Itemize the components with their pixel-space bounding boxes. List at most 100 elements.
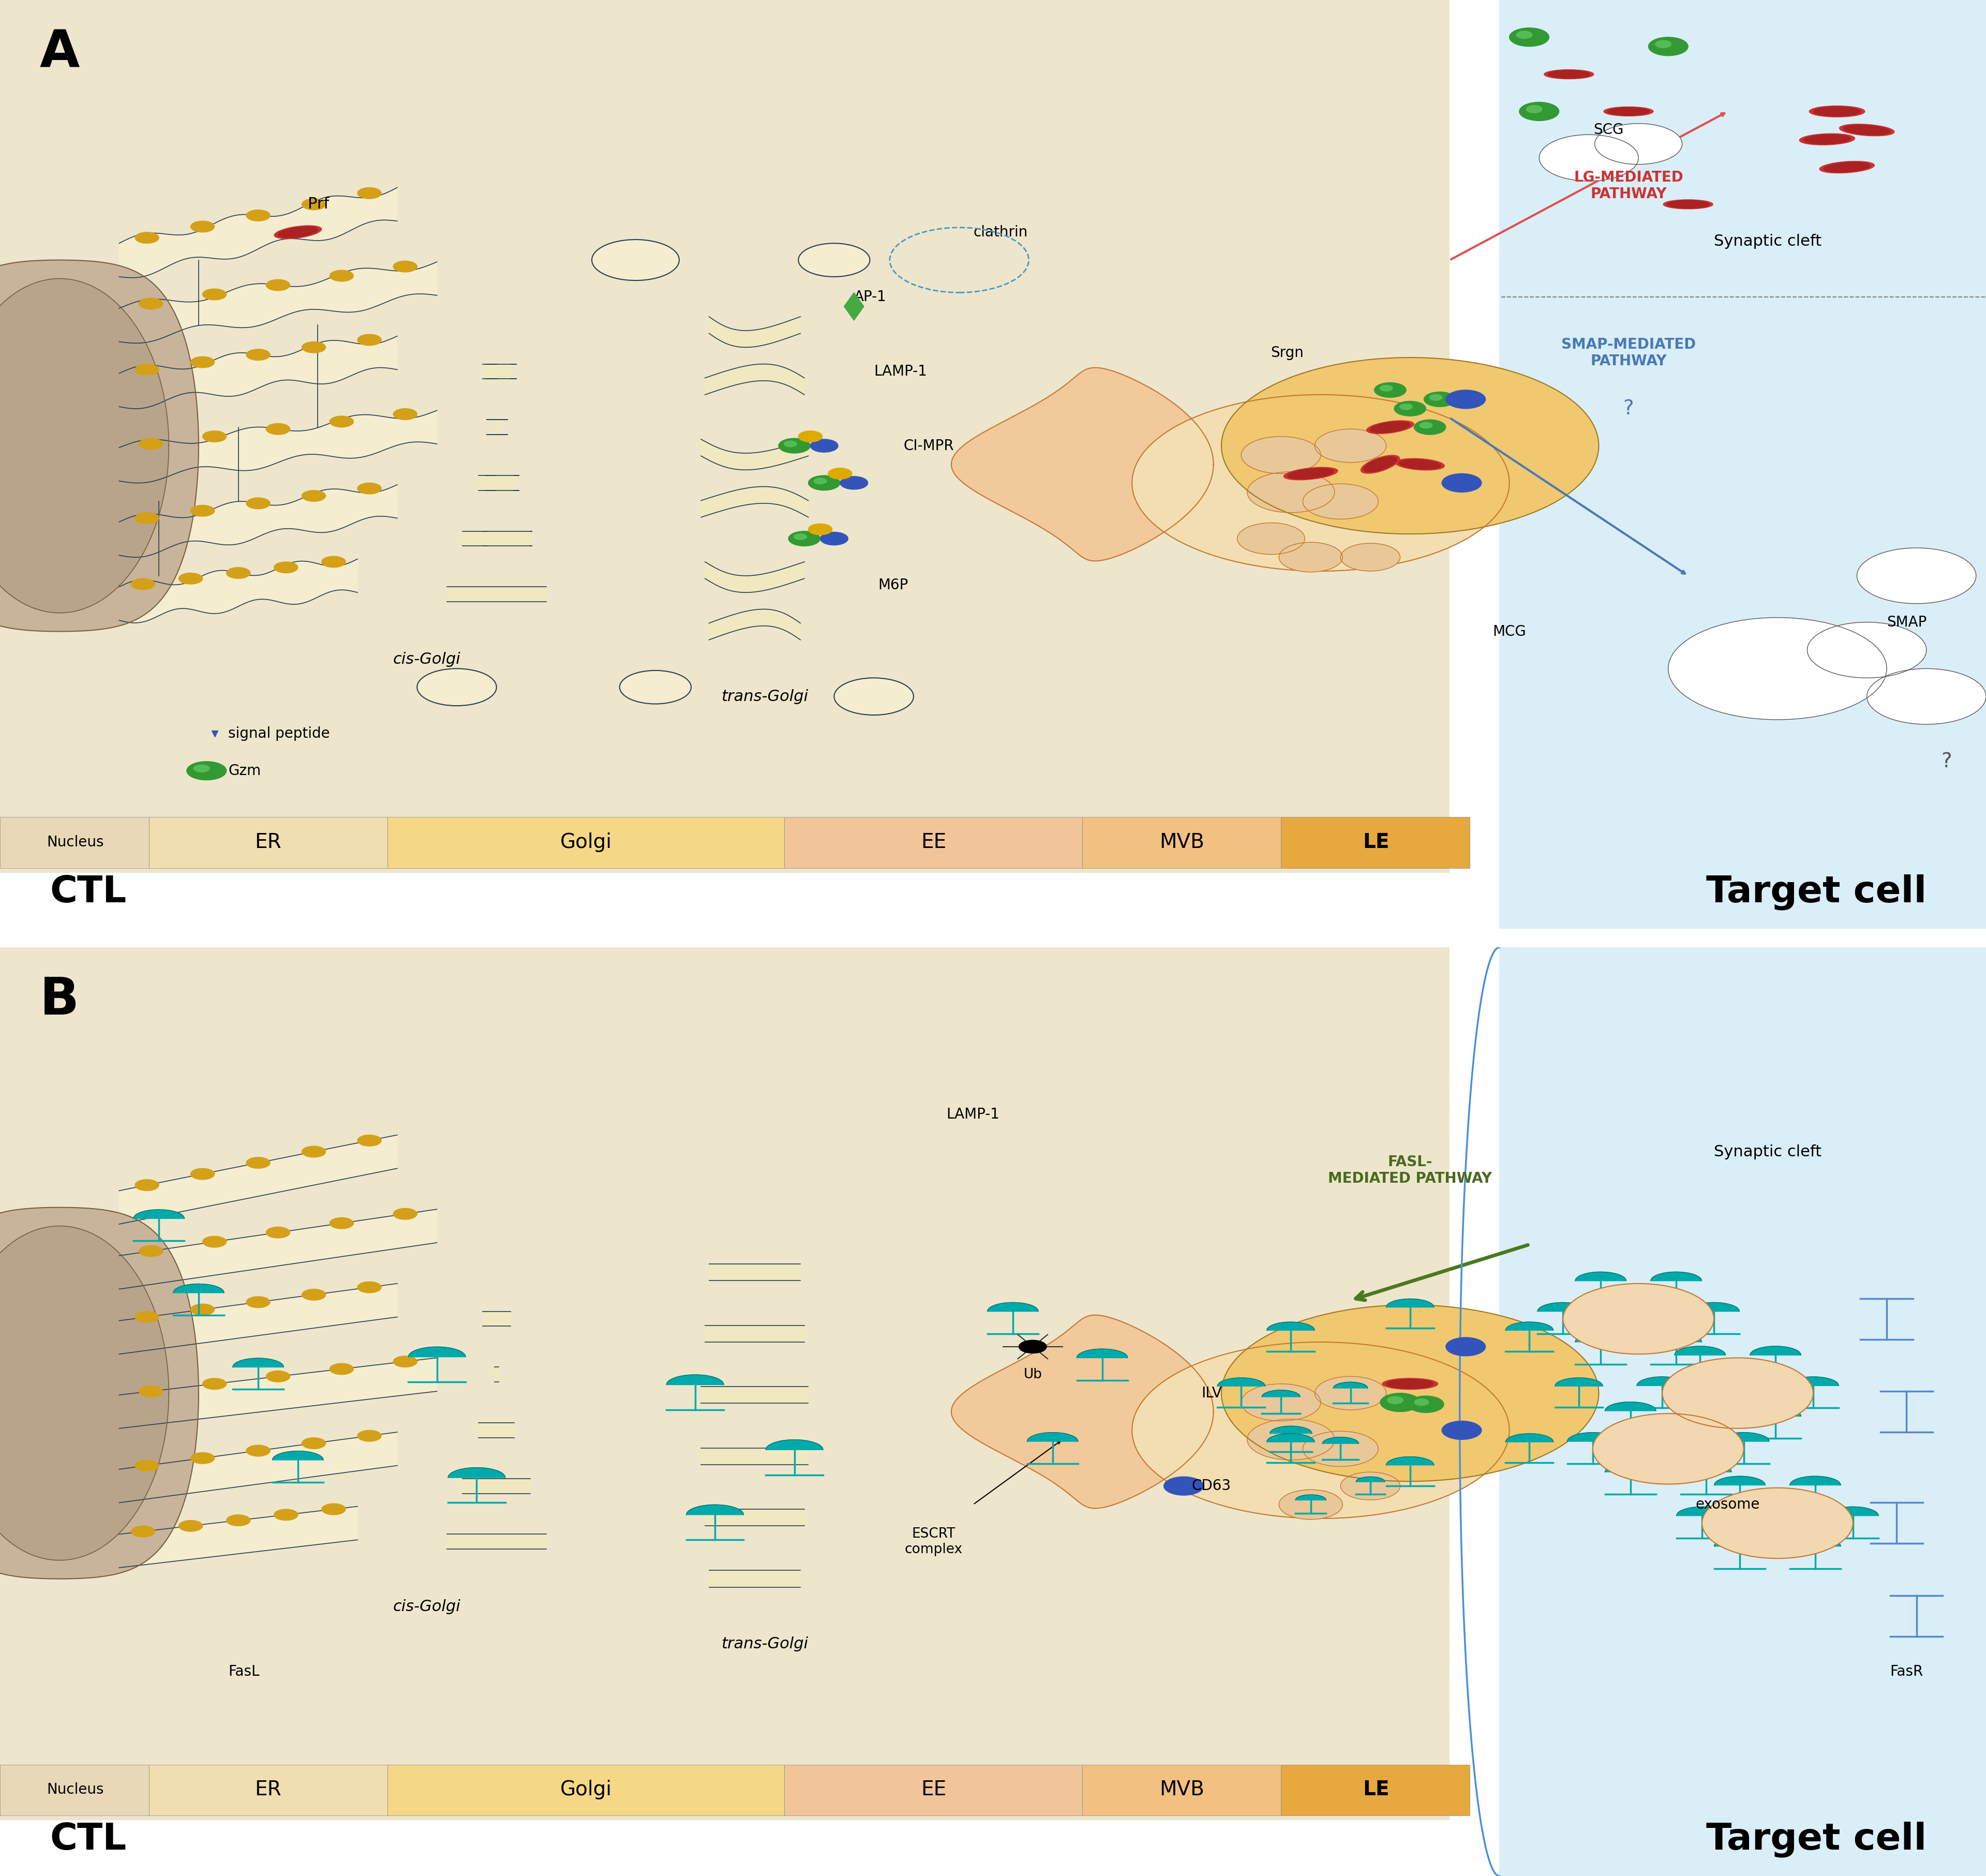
Polygon shape [687, 1505, 743, 1514]
Text: LE: LE [1362, 1780, 1390, 1799]
Text: ILV: ILV [1202, 1386, 1221, 1399]
Polygon shape [1386, 1458, 1434, 1465]
Circle shape [1446, 1338, 1486, 1356]
Circle shape [203, 289, 226, 300]
Ellipse shape [1364, 456, 1396, 473]
Circle shape [1221, 1306, 1599, 1482]
Circle shape [246, 349, 270, 360]
Polygon shape [1505, 1433, 1553, 1443]
Circle shape [302, 199, 326, 210]
Circle shape [139, 439, 163, 450]
Polygon shape [119, 1210, 437, 1289]
Circle shape [191, 1169, 214, 1180]
Circle shape [357, 482, 381, 493]
Circle shape [131, 1525, 155, 1536]
Polygon shape [119, 411, 437, 482]
Circle shape [1400, 403, 1412, 409]
Text: cis-Golgi: cis-Golgi [393, 651, 461, 666]
Polygon shape [1676, 1506, 1728, 1516]
FancyBboxPatch shape [1082, 818, 1281, 869]
Polygon shape [1386, 1298, 1434, 1308]
Text: Synaptic cleft: Synaptic cleft [1714, 1144, 1821, 1159]
Circle shape [1911, 709, 1920, 713]
Polygon shape [951, 368, 1213, 561]
Circle shape [246, 1445, 270, 1456]
Text: cis-Golgi: cis-Golgi [393, 1598, 461, 1613]
Ellipse shape [1382, 1379, 1438, 1390]
Text: Prf: Prf [308, 197, 330, 212]
Ellipse shape [1565, 154, 1593, 161]
Ellipse shape [1396, 458, 1444, 471]
Circle shape [1873, 563, 1897, 574]
Ellipse shape [1617, 141, 1640, 146]
FancyBboxPatch shape [0, 947, 1450, 1820]
Ellipse shape [1809, 105, 1865, 116]
Circle shape [1817, 681, 1849, 696]
Circle shape [135, 1311, 159, 1323]
Polygon shape [1269, 1426, 1313, 1433]
Ellipse shape [1545, 69, 1595, 79]
Circle shape [1837, 664, 1849, 670]
Circle shape [1279, 542, 1343, 572]
Polygon shape [1636, 1377, 1688, 1386]
Text: clathrin: clathrin [973, 225, 1027, 240]
Circle shape [1710, 645, 1724, 651]
Circle shape [1867, 668, 1986, 724]
Circle shape [784, 441, 796, 446]
FancyBboxPatch shape [1082, 1765, 1281, 1816]
Circle shape [1783, 630, 1815, 645]
Text: ?: ? [1940, 752, 1952, 771]
Circle shape [135, 233, 159, 244]
Circle shape [1851, 662, 1861, 668]
Circle shape [191, 505, 214, 516]
Circle shape [1901, 589, 1911, 593]
Circle shape [1907, 675, 1930, 687]
Circle shape [1380, 1394, 1420, 1411]
Circle shape [1911, 677, 1920, 681]
Circle shape [266, 1371, 290, 1383]
Circle shape [393, 1356, 417, 1368]
Circle shape [1394, 401, 1426, 416]
Ellipse shape [1360, 456, 1400, 473]
Polygon shape [1555, 1377, 1603, 1386]
Circle shape [139, 1386, 163, 1398]
Circle shape [1827, 640, 1837, 643]
Polygon shape [119, 1506, 357, 1568]
Circle shape [203, 1236, 226, 1248]
Circle shape [393, 409, 417, 420]
Polygon shape [1750, 1407, 1801, 1416]
Polygon shape [1650, 1334, 1702, 1341]
Polygon shape [1680, 1401, 1732, 1411]
Circle shape [1936, 704, 1960, 715]
Polygon shape [1789, 1476, 1841, 1486]
Ellipse shape [1756, 664, 1799, 673]
Polygon shape [1567, 1433, 1619, 1441]
Text: SMAP-MEDIATED
PATHWAY: SMAP-MEDIATED PATHWAY [1561, 338, 1696, 368]
Circle shape [1823, 645, 1837, 651]
Circle shape [246, 210, 270, 221]
Circle shape [1519, 101, 1559, 120]
Circle shape [1446, 390, 1486, 409]
Polygon shape [1575, 1272, 1627, 1281]
Circle shape [1577, 161, 1593, 169]
Circle shape [1710, 683, 1724, 688]
Ellipse shape [1843, 126, 1891, 135]
Text: B: B [40, 976, 79, 1026]
Text: signal peptide: signal peptide [228, 726, 330, 741]
Circle shape [1930, 559, 1940, 563]
Circle shape [834, 677, 914, 715]
Polygon shape [1323, 1437, 1358, 1443]
Text: MVB: MVB [1160, 833, 1204, 852]
Polygon shape [119, 1358, 437, 1428]
FancyBboxPatch shape [387, 1765, 784, 1816]
Circle shape [1279, 1490, 1343, 1520]
Polygon shape [1505, 1323, 1553, 1330]
Circle shape [203, 1379, 226, 1390]
Circle shape [1930, 585, 1940, 589]
Circle shape [1668, 617, 1887, 720]
Circle shape [131, 578, 155, 589]
Ellipse shape [1813, 107, 1861, 116]
Circle shape [1654, 41, 1672, 47]
Circle shape [1789, 694, 1801, 700]
Polygon shape [1787, 1377, 1839, 1386]
